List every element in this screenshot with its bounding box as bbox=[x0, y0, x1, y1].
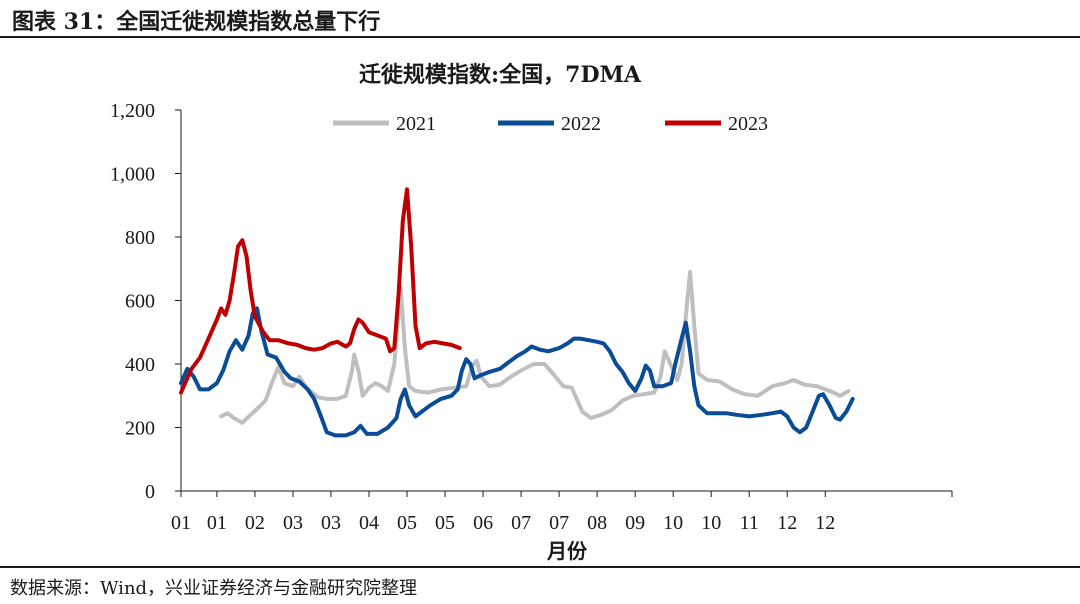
legend: 2021 2022 2023 bbox=[333, 113, 768, 135]
y-tick-label: 400 bbox=[125, 354, 155, 376]
y-tick-label: 800 bbox=[125, 227, 155, 249]
figure-title: 图表 31：全国迁徙规模指数总量下行 bbox=[12, 9, 381, 35]
x-tick-label: 07 bbox=[511, 512, 531, 534]
y-tick-label: 0 bbox=[145, 481, 155, 503]
figure-footer: 数据来源：Wind，兴业证券经济与金融研究院整理 bbox=[0, 566, 1080, 604]
legend-label-2023: 2023 bbox=[728, 113, 768, 135]
x-axis-label: 月份 bbox=[546, 539, 588, 563]
x-tick-label: 10 bbox=[701, 512, 721, 534]
legend-label-2022: 2022 bbox=[561, 113, 601, 135]
series-line-2021 bbox=[219, 269, 851, 425]
figure-header: 图表 31：全国迁徙规模指数总量下行 bbox=[0, 0, 1080, 38]
line-chart: 迁徙规模指数:全国，7DMA 2021 2022 2023 0 200 400 600 80… bbox=[110, 62, 953, 563]
x-tick-label: 01 bbox=[207, 512, 227, 534]
x-tick-label: 12 bbox=[777, 512, 797, 534]
x-tick-label: 12 bbox=[815, 512, 835, 534]
x-tick-label: 06 bbox=[473, 512, 493, 534]
y-tick-label: 600 bbox=[125, 291, 155, 313]
x-tick-label: 10 bbox=[663, 512, 683, 534]
series-line-2023 bbox=[179, 187, 462, 395]
y-tick-label: 1,200 bbox=[110, 100, 155, 122]
x-tick-label: 01 bbox=[171, 512, 191, 534]
x-tick-label: 11 bbox=[740, 512, 759, 534]
y-tick-label: 1,000 bbox=[110, 164, 155, 186]
x-tick-label: 05 bbox=[397, 512, 417, 534]
x-axis: 01 01 02 03 03 04 05 05 06 07 07 08 09 10 10 11 12 12 bbox=[171, 490, 953, 534]
x-tick-label: 08 bbox=[587, 512, 607, 534]
x-tick-label: 07 bbox=[549, 512, 569, 534]
source-note: 数据来源：Wind，兴业证券经济与金融研究院整理 bbox=[10, 578, 418, 599]
legend-label-2021: 2021 bbox=[396, 113, 436, 135]
x-tick-label: 09 bbox=[625, 512, 645, 534]
x-tick-label: 05 bbox=[435, 512, 455, 534]
chart-area: 迁徙规模指数:全国，7DMA 2021 2022 2023 0 200 400 600 80… bbox=[0, 40, 1080, 570]
y-axis: 0 200 400 600 800 1,000 1,200 bbox=[110, 100, 182, 503]
x-tick-label: 04 bbox=[359, 512, 379, 534]
chart-title: 迁徙规模指数:全国，7DMA bbox=[359, 62, 642, 88]
x-tick-label: 02 bbox=[245, 512, 265, 534]
y-tick-label: 200 bbox=[125, 418, 155, 440]
plot-lines bbox=[179, 187, 855, 438]
x-tick-label: 03 bbox=[321, 512, 341, 534]
series-line-2022 bbox=[179, 306, 855, 438]
x-tick-label: 03 bbox=[283, 512, 303, 534]
